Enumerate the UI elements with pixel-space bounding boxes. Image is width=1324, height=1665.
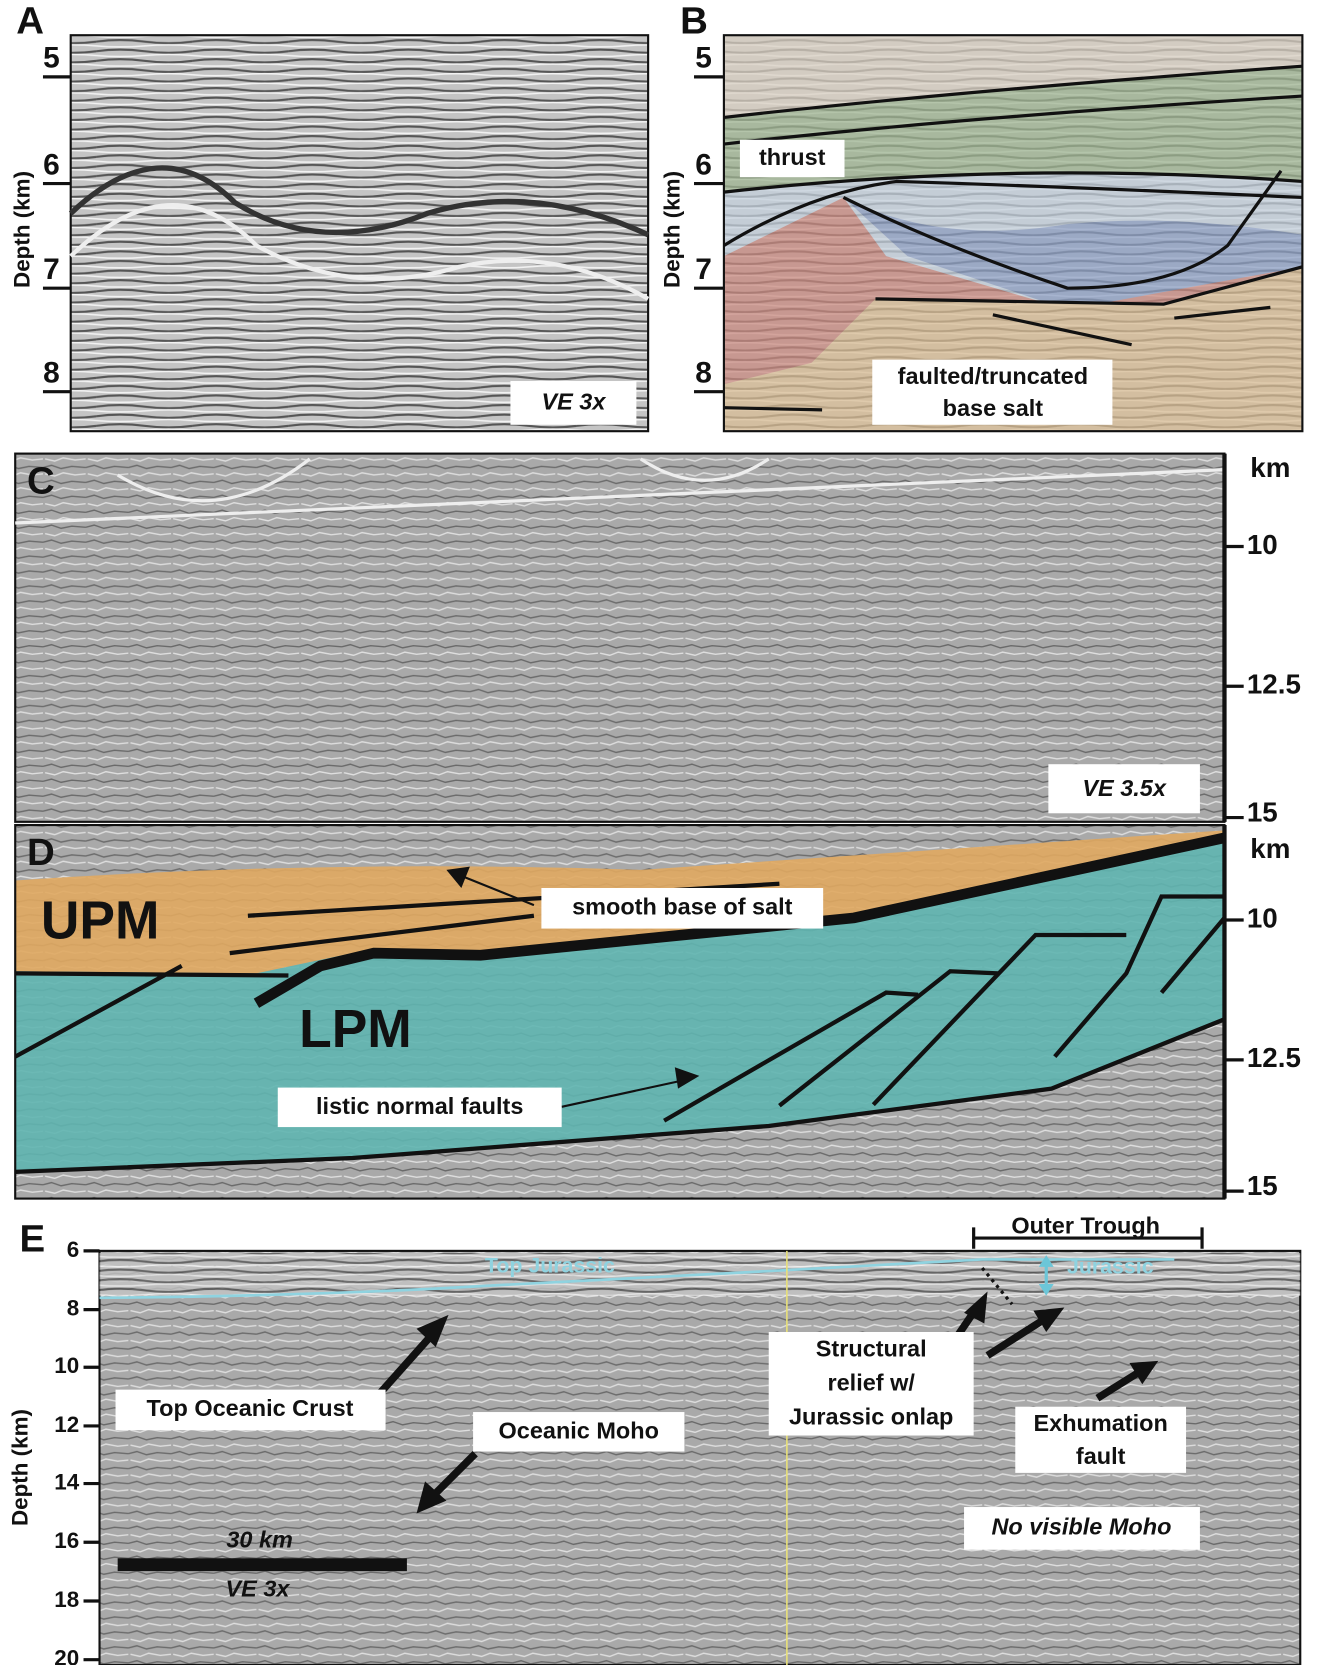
axis-unit: km [1250, 452, 1290, 483]
tick-label: 8 [67, 1296, 79, 1321]
page: Seismic figure {"panels": [ {"label": "A… [0, 0, 1324, 1665]
annotation: Top Oceanic Crust [147, 1395, 354, 1421]
annotation: Oceanic Moho [499, 1418, 659, 1444]
axis-label: Depth (km) [8, 1409, 33, 1526]
panel-a: A 5 6 7 8 Depth (km) VE 3x [10, 0, 648, 431]
tick-label: 6 [67, 1237, 79, 1262]
panel-label: D [27, 831, 55, 874]
panel-d: D km 10 12.5 15 UPM LPM smooth base of s… [15, 825, 1301, 1201]
annotation: Outer Trough [1011, 1213, 1160, 1239]
annotation: fault [1076, 1443, 1126, 1469]
panel-c: C km 10 12.5 15 VE 3.5x [15, 452, 1301, 828]
annotation: faulted/truncated [898, 363, 1088, 389]
tick-label: 8 [695, 357, 712, 390]
annotation: listic normal faults [316, 1093, 523, 1119]
annotation: relief w/ [827, 1370, 915, 1396]
axis-label: Depth (km) [660, 171, 685, 288]
body: A 5 6 7 8 Depth (km) VE 3x B 5 [0, 0, 1324, 1665]
tick-label: 8 [43, 357, 60, 390]
panel-e: E 6 8 10 12 14 16 18 20 Depth (km) Top J… [8, 1213, 1301, 1665]
annotation: No visible Moho [991, 1514, 1171, 1540]
y-axis: 6 8 10 12 14 16 18 20 Depth (km) [8, 1237, 100, 1665]
tick-label: 15 [1247, 1170, 1278, 1201]
axis-label: Depth (km) [10, 171, 35, 288]
panel-label: B [680, 0, 708, 43]
tick-label: 5 [43, 42, 60, 75]
tick-label: 12 [54, 1412, 79, 1437]
panel-label: C [27, 460, 55, 503]
tick-label: 18 [54, 1587, 79, 1612]
tick-label: 10 [54, 1353, 79, 1378]
annotation: UPM [41, 891, 160, 950]
tick-label: 5 [695, 42, 712, 75]
panel-label: A [16, 0, 44, 43]
y-axis: 5 6 7 8 Depth (km) [660, 42, 724, 392]
annotation: VE 3x [541, 389, 606, 415]
tick-label: 7 [695, 253, 712, 286]
annotation: Jurassic [1067, 1255, 1154, 1279]
tick-label: 12.5 [1247, 1042, 1301, 1073]
tick-label: 6 [695, 148, 712, 181]
tick-label: 14 [54, 1469, 79, 1494]
tick-label: 7 [43, 253, 60, 286]
figure: A 5 6 7 8 Depth (km) VE 3x B 5 [0, 0, 1324, 1665]
tick-label: 12.5 [1247, 669, 1301, 700]
panel-b: B 5 6 7 8 Depth (km) thrust faulted/trun… [660, 0, 1303, 431]
annotation: thrust [759, 144, 826, 170]
tick-label: 15 [1247, 797, 1278, 828]
tick-label: 20 [54, 1646, 79, 1665]
panel-label: E [19, 1217, 45, 1260]
axis-unit: km [1250, 833, 1290, 864]
annotation: VE 3.5x [1082, 775, 1166, 801]
tick-label: 10 [1247, 529, 1278, 560]
y-axis: 5 6 7 8 Depth (km) [10, 42, 71, 392]
annotation: Top Jurassic [485, 1254, 615, 1278]
annotation: Jurassic onlap [789, 1404, 953, 1430]
scale-label: 30 km [226, 1526, 293, 1552]
scale-label: VE 3x [226, 1575, 291, 1601]
annotation: smooth base of salt [572, 893, 793, 919]
seismic-image [15, 454, 1224, 822]
tick-label: 16 [54, 1528, 79, 1553]
annotation: Structural [816, 1335, 927, 1361]
tick-label: 10 [1247, 902, 1278, 933]
annotation: Exhumation [1034, 1410, 1168, 1436]
annotation: base salt [943, 395, 1044, 421]
tick-label: 6 [43, 148, 60, 181]
annotation: LPM [299, 1000, 412, 1059]
